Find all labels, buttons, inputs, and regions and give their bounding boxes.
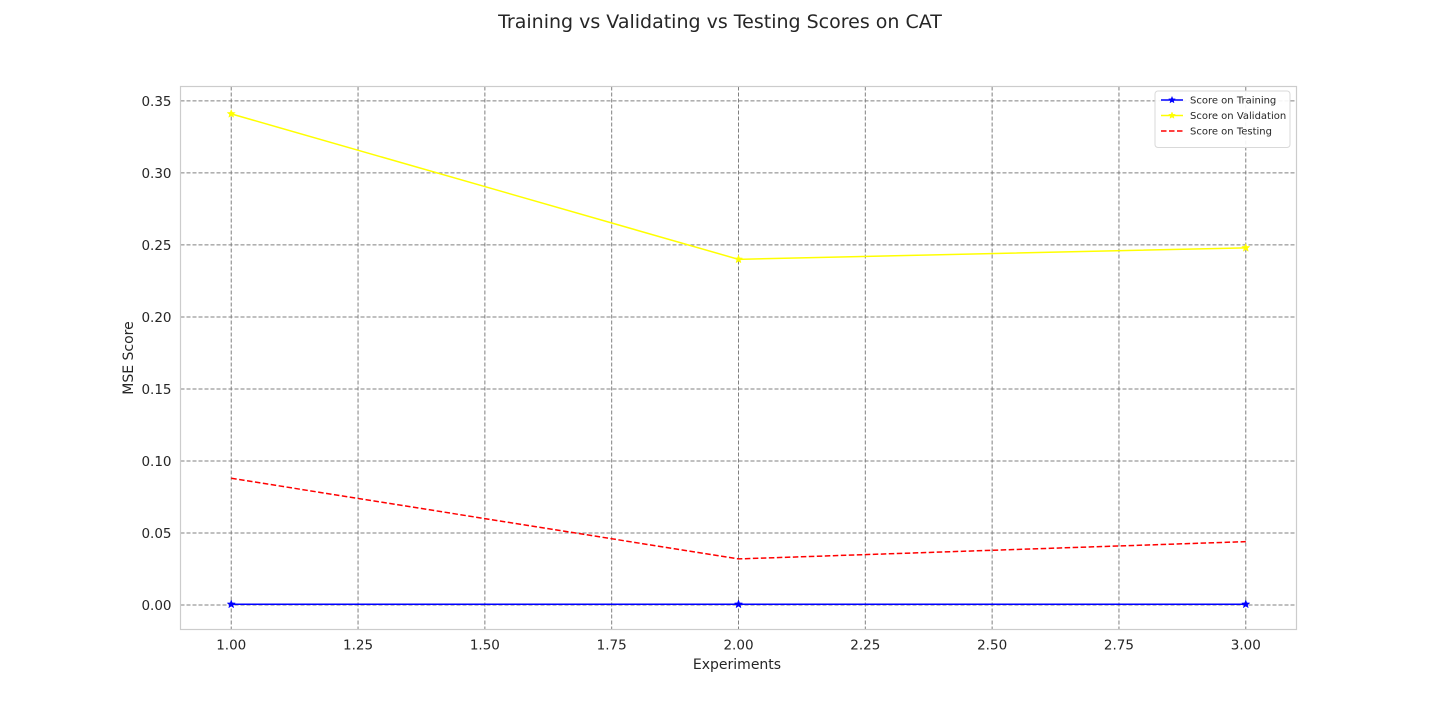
legend-box [1154,90,1291,148]
y-tick-label: 0.30 [141,166,171,182]
y-tick-label: 0.05 [141,526,171,542]
y-tick-label: 0.10 [141,454,171,470]
series-1-point [226,108,236,118]
y-tick-label: 0.15 [141,382,171,398]
x-tick-label: 1.00 [216,638,246,654]
x-tick-label: 3.00 [1231,638,1261,654]
series-0-point [226,599,236,609]
plot-frame [179,85,1298,631]
legend-label: Score on Testing [1190,127,1272,138]
x-tick-label: 1.50 [470,638,500,654]
x-tick-label: 2.75 [1104,638,1134,654]
y-tick-label: 0.20 [141,310,171,326]
y-tick-label: 0.35 [141,94,171,110]
y-tick-label: 0.00 [141,598,171,614]
x-tick-label: 2.25 [850,638,880,654]
chart-title: Training vs Validating vs Testing Scores… [497,11,942,33]
legend-marker-1 [1168,111,1176,119]
y-axis-ticks: 0.00 0.05 0.10 0.15 0.20 0.25 0.30 0.35 [141,94,171,614]
grid-lines [180,86,1297,630]
x-tick-label: 1.25 [343,638,373,654]
x-tick-label: 1.75 [597,638,627,654]
x-tick-label: 2.50 [977,638,1007,654]
series-1-point [1241,242,1251,252]
y-tick-label: 0.25 [141,238,171,254]
series-1-point [733,254,744,264]
legend-label: Score on Validation [1190,111,1286,122]
legend: Score on Training Score on Validation Scor… [1154,90,1291,148]
legend-marker-0 [1168,95,1176,104]
x-tick-label: 2.00 [723,638,753,654]
series-0-point [1241,599,1251,609]
series-lines [226,108,1251,609]
legend-label: Score on Training [1190,96,1276,107]
x-axis-label: Experiments [693,657,781,673]
x-axis-ticks: 1.00 1.25 1.50 1.75 2.00 2.25 2.50 2.75 3.00 [216,638,1261,654]
y-axis-label: MSE Score [121,321,137,394]
series-0-point [733,599,744,609]
series-line-2 [231,477,1246,560]
